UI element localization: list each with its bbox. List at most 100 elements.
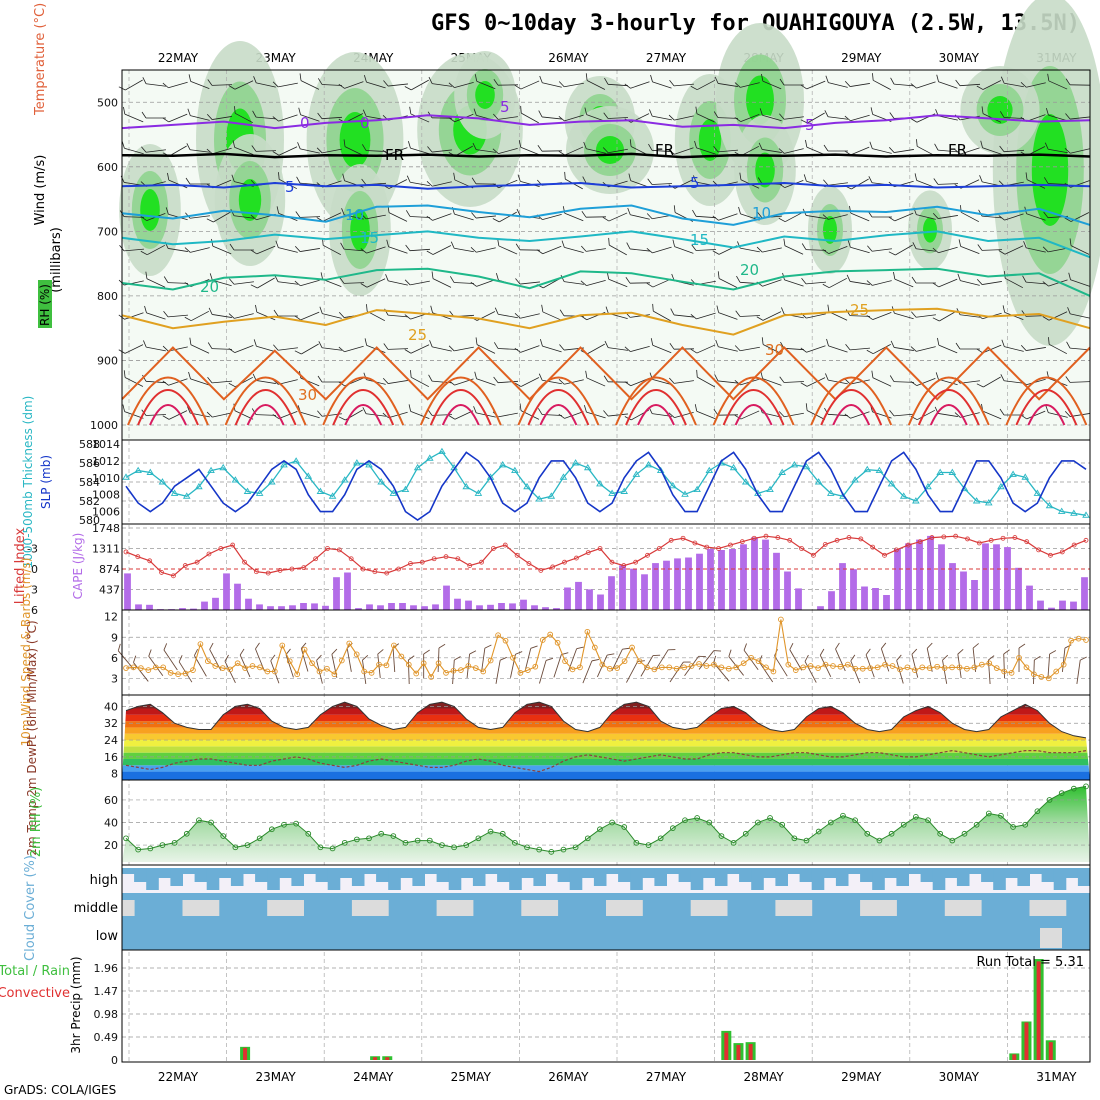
wind-barb-staff xyxy=(850,114,870,122)
wind-barb-staff xyxy=(674,147,694,155)
rh-marker xyxy=(293,820,299,827)
wind-speed-marker xyxy=(428,674,434,680)
wind-barb-flag xyxy=(583,405,587,413)
wind-barb xyxy=(1042,311,1068,321)
wind-barb-flag xyxy=(911,276,917,284)
isotherm-arc-30 xyxy=(127,376,209,426)
li-marker xyxy=(917,539,923,545)
surface-barb-staff xyxy=(987,659,991,685)
cloud-high-cell xyxy=(606,868,619,874)
wind-barb-flag xyxy=(539,75,543,83)
wind-speed-marker xyxy=(956,664,963,671)
wind-speed-marker xyxy=(465,663,472,669)
wind-barb-staff xyxy=(916,378,936,386)
cloud-high-cell xyxy=(134,868,147,882)
wind-barb-flag xyxy=(495,273,499,281)
wind-barb-flag xyxy=(955,342,961,350)
wind-barb-staff xyxy=(301,343,319,355)
cape-bar xyxy=(1015,567,1022,610)
wind-speed-marker xyxy=(941,665,948,671)
wind-barb-staff xyxy=(894,212,914,222)
isotherm-arc-40 xyxy=(734,404,773,426)
wind-barb-flag xyxy=(343,139,346,147)
wind-barb-flag xyxy=(538,110,543,118)
wind-barb xyxy=(936,74,958,89)
cape-bar xyxy=(553,608,560,610)
cape-bar xyxy=(223,573,230,610)
thickness-marker xyxy=(340,476,349,483)
wind-barb-flag xyxy=(605,306,609,314)
wind-barb-flag xyxy=(958,239,962,247)
wind-speed-marker xyxy=(1023,664,1030,671)
cape-bar xyxy=(487,604,494,610)
surface-barb-flag xyxy=(530,645,538,649)
wind-speed-marker xyxy=(562,658,568,665)
wind-barb-flag xyxy=(761,73,764,82)
li-marker xyxy=(585,550,591,555)
surface-wind-barb xyxy=(285,648,294,678)
wind-barb xyxy=(976,80,1002,90)
wind-barb-flag xyxy=(825,75,829,83)
cape-bar xyxy=(685,557,692,610)
thickness-marker xyxy=(875,466,884,474)
wind-speed-marker xyxy=(532,663,539,670)
wind-barb-staff xyxy=(366,278,386,288)
wind-barb xyxy=(162,81,188,89)
wind-barb xyxy=(602,147,628,154)
precip-tick-label: 1.47 xyxy=(94,985,119,998)
rh-marker xyxy=(827,819,834,826)
wind-speed-marker xyxy=(301,646,308,653)
cape-bar xyxy=(751,537,758,610)
surface-wind-barb xyxy=(407,655,415,685)
cloud-middle-gap xyxy=(944,900,958,916)
wind-speed-marker xyxy=(949,664,955,671)
cloud-middle-gap xyxy=(714,900,728,916)
wind-barb-staff xyxy=(608,413,628,417)
li-marker xyxy=(1024,539,1030,545)
rh-marker xyxy=(1046,797,1053,803)
wind-barb-staff xyxy=(1070,313,1090,319)
wind-barb-flag xyxy=(516,208,521,216)
cape-bar xyxy=(509,603,516,610)
wind-barb-staff xyxy=(387,348,409,350)
isotherm-label: FR xyxy=(385,146,404,164)
wind-barb-flag xyxy=(998,250,1006,255)
temp-tick-label: 16 xyxy=(104,751,118,764)
wind-barb-staff xyxy=(894,278,914,288)
wind-barb-staff xyxy=(300,279,320,287)
wind-barb-staff xyxy=(344,345,364,353)
wind-barb-flag xyxy=(404,86,412,91)
date-label-bottom: 23MAY xyxy=(255,1070,296,1084)
cape-bar xyxy=(817,606,824,610)
temp-band xyxy=(122,771,1090,780)
cape-bar xyxy=(652,563,659,610)
wind-barb-staff xyxy=(388,380,408,384)
wind-barb-flag xyxy=(695,106,698,114)
wind-barb-flag xyxy=(954,149,961,155)
wind-speed-marker xyxy=(986,660,993,667)
wind-barb-flag xyxy=(932,247,939,254)
cape-bar xyxy=(333,577,340,610)
wind-barb-flag xyxy=(228,85,236,90)
wind-barb-staff xyxy=(1026,82,1046,88)
cloud-ylabel: Cloud Cover (%) xyxy=(23,855,38,961)
thickness-marker xyxy=(899,492,908,499)
wind-tick-label: 3 xyxy=(111,672,118,685)
cloud-middle-gap xyxy=(872,900,885,916)
wind-barb-flag xyxy=(779,113,785,120)
wind-barb-flag xyxy=(360,213,367,220)
wind-barb xyxy=(932,310,957,322)
surface-barb-staff xyxy=(626,661,639,683)
wind-barb-staff xyxy=(146,346,166,352)
wind-barb-flag xyxy=(1025,172,1028,180)
wind-barb xyxy=(188,74,210,89)
wind-barb-staff xyxy=(1004,213,1024,221)
wind-barb-staff xyxy=(366,81,386,89)
li-marker xyxy=(135,554,141,560)
wind-barb-flag xyxy=(430,305,433,313)
rh-marker xyxy=(925,817,931,824)
wind-barb-staff xyxy=(894,347,914,351)
wind-barb xyxy=(646,246,672,254)
cape-bar xyxy=(520,599,527,610)
